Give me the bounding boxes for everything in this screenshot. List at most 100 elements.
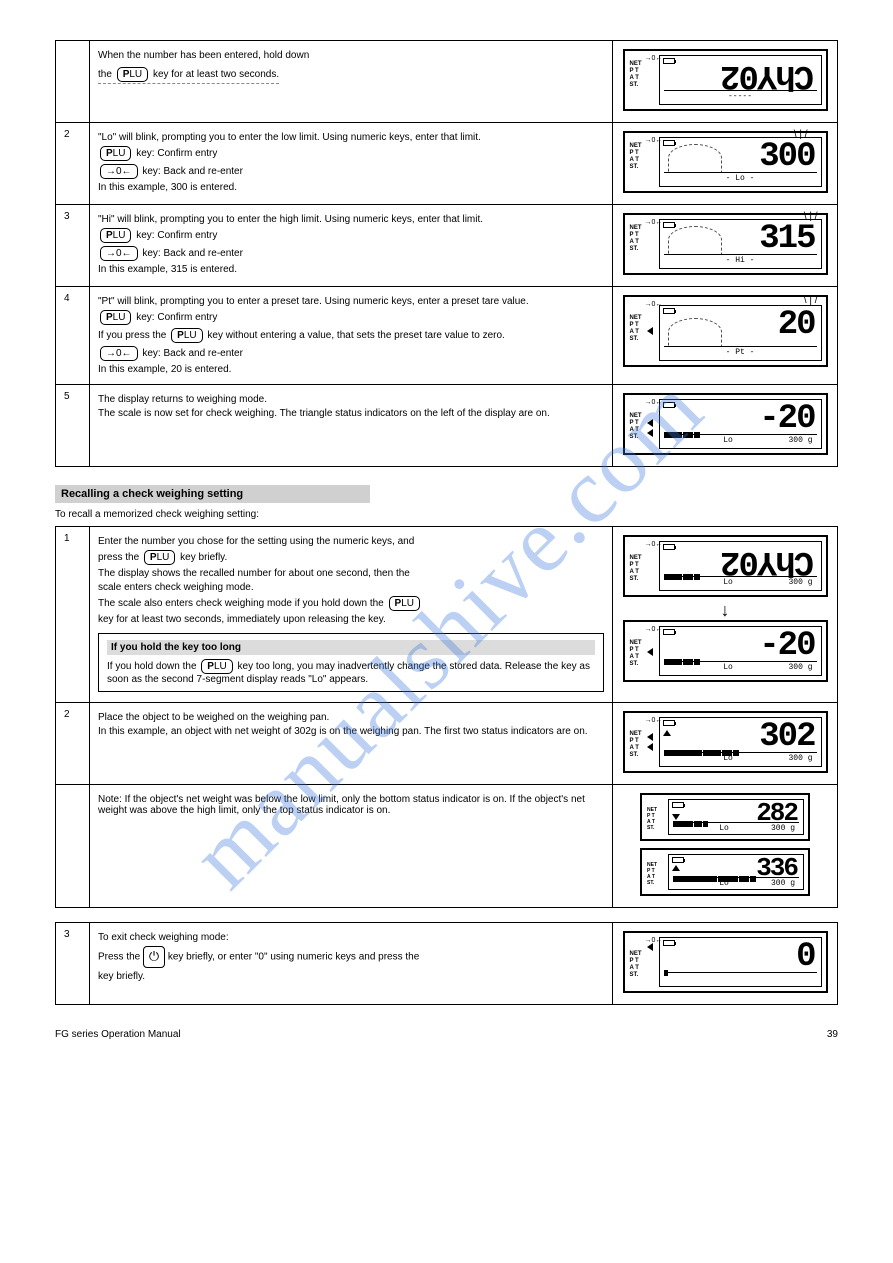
lcd-main: -20 bbox=[759, 400, 814, 438]
gauge-icon bbox=[668, 144, 722, 172]
lcd-labels: NETP TA TST. bbox=[630, 731, 642, 759]
gauge-icon bbox=[668, 318, 722, 346]
table-c: 3 To exit check weighing mode: Press the… bbox=[55, 922, 838, 1005]
lcd-display-small: NETP TA TST. 282 Lo300 g bbox=[640, 793, 810, 841]
battery-icon bbox=[663, 222, 675, 228]
table-row: 3 To exit check weighing mode: Press the… bbox=[56, 923, 838, 1005]
text: In this example, 20 is entered. bbox=[98, 364, 604, 375]
battery-icon bbox=[663, 308, 675, 314]
text: the bbox=[98, 69, 115, 80]
plu-button[interactable]: PLU bbox=[100, 146, 131, 161]
instruction-cell: Enter the number you chose for the setti… bbox=[90, 527, 613, 703]
page-content: When the number has been entered, hold d… bbox=[0, 0, 893, 1080]
text: If you press the bbox=[98, 330, 169, 341]
gauge-icon bbox=[668, 226, 722, 254]
text: To exit check weighing mode: bbox=[98, 932, 604, 943]
plu-button[interactable]: PLU bbox=[171, 328, 202, 343]
plu-button[interactable]: PLU bbox=[389, 596, 420, 611]
step-num: 5 bbox=[56, 385, 90, 467]
zero-button[interactable]: →0← bbox=[100, 246, 138, 261]
text: In this example, an object with net weig… bbox=[98, 726, 604, 737]
triangle-up-icon bbox=[663, 730, 671, 736]
display-cell: →0← NETP TA TST. \ | / 315 - Hi - bbox=[613, 205, 838, 287]
text: press the bbox=[98, 552, 142, 563]
instruction-cell: "Lo" will blink, prompting you to enter … bbox=[90, 123, 613, 205]
lcd-display: →0← NETP TA TST. 0 bbox=[623, 931, 828, 993]
lcd-labels: NETP TA TST. bbox=[630, 61, 642, 89]
lcd-frame: 336 Lo300 g bbox=[668, 854, 804, 890]
battery-icon bbox=[672, 802, 684, 808]
battery-icon bbox=[672, 857, 684, 863]
text: key for at least two seconds. bbox=[153, 69, 279, 80]
lcd-display: →0← NETP TA TST. \ | / 300 - Lo - bbox=[623, 131, 828, 193]
lcd-frame: -20 Lo300 g bbox=[659, 626, 822, 676]
lcd-main: ChY02 bbox=[722, 542, 814, 580]
lcd-display: →0← NETP TA TST. ChY02 ----- bbox=[623, 49, 828, 111]
lcd-frame: 315 - Hi - bbox=[659, 219, 822, 269]
triangle-left-icon bbox=[647, 743, 653, 751]
display-cell: →0← NETP TA TST. ChY02 ----- bbox=[613, 41, 838, 123]
battery-icon bbox=[663, 140, 675, 146]
lcd-sub: Lo300 g bbox=[664, 661, 817, 673]
lcd-sub: - Hi - bbox=[664, 254, 817, 266]
step-num: 3 bbox=[56, 205, 90, 287]
note-body: If you hold down the PLU key too long, y… bbox=[107, 659, 595, 685]
plu-button[interactable]: PLU bbox=[117, 67, 148, 82]
text: In this example, 300 is entered. bbox=[98, 182, 604, 193]
text: key: Confirm entry bbox=[136, 230, 217, 241]
plu-button[interactable]: PLU bbox=[201, 659, 232, 674]
display-cell: →0← NETP TA TST. 0 bbox=[613, 923, 838, 1005]
lcd-frame: 302 Lo300 g bbox=[659, 717, 822, 767]
plu-button[interactable]: PLU bbox=[144, 550, 175, 565]
instruction-cell: Note: If the object's net weight was bel… bbox=[90, 785, 613, 908]
lcd-sub bbox=[664, 972, 817, 984]
lcd-sub: Lo300 g bbox=[664, 752, 817, 764]
step-num: 1 bbox=[56, 527, 90, 703]
zero-button[interactable]: →0← bbox=[100, 164, 138, 179]
instruction-cell: When the number has been entered, hold d… bbox=[90, 41, 613, 123]
table-row: 2 "Lo" will blink, prompting you to ente… bbox=[56, 123, 838, 205]
footer-right: 39 bbox=[827, 1029, 838, 1040]
lcd-main: -20 bbox=[759, 627, 814, 665]
zero-button[interactable]: →0← bbox=[100, 346, 138, 361]
lcd-frame: ChY02 Lo300 g bbox=[659, 541, 822, 591]
text: The scale also enters check weighing mod… bbox=[98, 598, 387, 609]
triangle-left-icon bbox=[647, 943, 653, 951]
lcd-bar bbox=[664, 569, 701, 576]
section-intro: To recall a memorized check weighing set… bbox=[55, 509, 838, 520]
battery-icon bbox=[663, 402, 675, 408]
plu-button[interactable]: PLU bbox=[100, 310, 131, 325]
footer-left: FG series Operation Manual bbox=[55, 1029, 181, 1040]
text: key briefly. bbox=[177, 552, 227, 563]
lcd-frame: 282 Lo300 g bbox=[668, 799, 804, 835]
lcd-display-small: NETP TA TST. 336 Lo300 g bbox=[640, 848, 810, 896]
note-title: If you hold the key too long bbox=[107, 640, 595, 655]
step-num: 2 bbox=[56, 703, 90, 785]
table-row: 1 Enter the number you chose for the set… bbox=[56, 527, 838, 703]
triangle-left-icon bbox=[647, 733, 653, 741]
text: key without entering a value, that sets … bbox=[205, 330, 505, 341]
text: Place the object to be weighed on the we… bbox=[98, 712, 604, 723]
battery-icon bbox=[663, 544, 675, 550]
table-row: 2 Place the object to be weighed on the … bbox=[56, 703, 838, 785]
lcd-main: 300 bbox=[759, 138, 814, 176]
step-num: 4 bbox=[56, 287, 90, 385]
power-button[interactable] bbox=[143, 946, 165, 968]
text: key: Confirm entry bbox=[136, 312, 217, 323]
lcd-sub: ----- bbox=[664, 90, 817, 102]
lcd-main: 315 bbox=[759, 220, 814, 258]
plu-button[interactable]: PLU bbox=[100, 228, 131, 243]
lcd-frame: ChY02 ----- bbox=[659, 55, 822, 105]
display-cell: →0← NETP TA TST. \ | / 20 - Pt - bbox=[613, 287, 838, 385]
arrow-down-icon: ↓ bbox=[621, 604, 829, 616]
battery-icon bbox=[663, 940, 675, 946]
step-num: 3 bbox=[56, 923, 90, 1005]
lcd-display: →0← NETP TA TST. \ | / 315 - Hi - bbox=[623, 213, 828, 275]
lcd-display: →0← NETP TA TST. ChY02 Lo300 g bbox=[623, 535, 828, 597]
lcd-bar bbox=[664, 965, 669, 972]
lcd-labels: NETP TA TST. bbox=[647, 807, 657, 831]
lcd-sub: Lo 300 g bbox=[664, 434, 817, 446]
lcd-frame: 0 bbox=[659, 937, 822, 987]
instruction-cell: The display returns to weighing mode. Th… bbox=[90, 385, 613, 467]
display-cell: →0← NETP TA TST. -20 Lo 300 g bbox=[613, 385, 838, 467]
